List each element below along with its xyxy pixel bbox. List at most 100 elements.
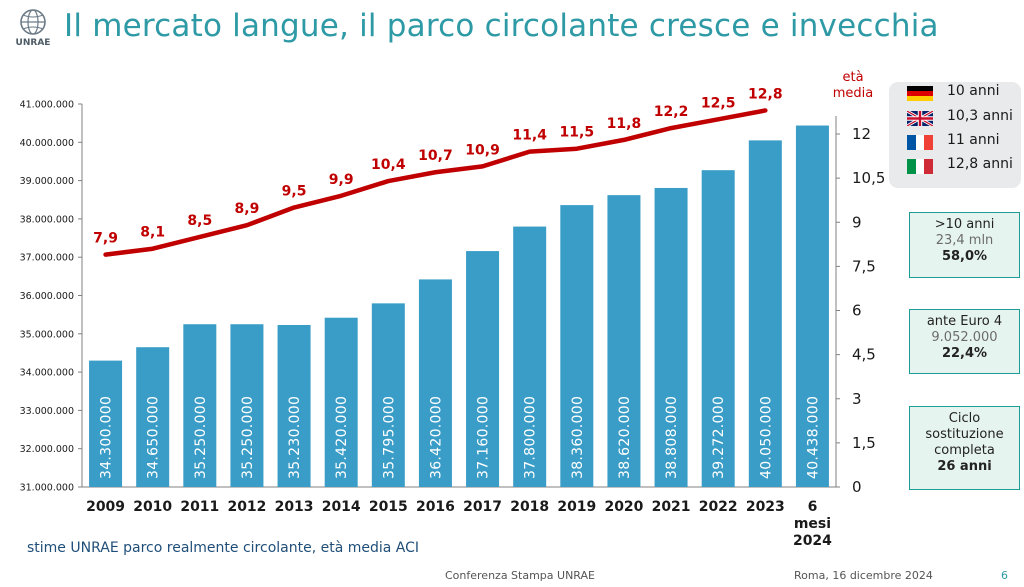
- bar-value-label: 38.620.000: [617, 396, 633, 479]
- age-data-label: 9,9: [329, 172, 354, 188]
- bar: [795, 125, 829, 487]
- age-data-label: 11,5: [560, 125, 595, 141]
- eta-label-line1: età: [842, 70, 864, 85]
- x-tick-label: 2018: [510, 499, 549, 515]
- x-tick-label: 2010: [133, 499, 172, 515]
- bar-value-label: 34.650.000: [146, 396, 162, 479]
- info-box-3-line1: Ciclo sostituzione completa: [925, 411, 1004, 458]
- italy-flag-icon: [907, 159, 933, 174]
- info-box-1-line2: 23,4 mln: [935, 233, 994, 248]
- x-tick-label: 2016: [416, 499, 455, 515]
- eta-label-line2: media: [832, 86, 874, 101]
- info-box-1-line3: 58,0%: [941, 249, 988, 264]
- bar-value-label: 35.420.000: [334, 396, 350, 479]
- x-tick-label: 2013: [275, 499, 314, 515]
- bar: [371, 303, 405, 487]
- right-tick-label: 3: [852, 390, 862, 408]
- uk-age: 10,3 anni: [947, 108, 1013, 124]
- right-tick-label: 12: [852, 125, 871, 143]
- left-tick-label: 33.000.000: [20, 406, 74, 417]
- germany-age: 10 anni: [947, 83, 1000, 99]
- left-tick-label: 40.000.000: [20, 138, 74, 149]
- left-tick-label: 37.000.000: [20, 253, 74, 264]
- bar: [654, 187, 688, 487]
- x-tick-label: 2011: [180, 499, 219, 515]
- x-tick-label: mesi: [794, 516, 831, 532]
- right-tick-label: 0: [852, 478, 862, 496]
- bar: [701, 170, 735, 487]
- left-tick-label: 41.000.000: [20, 100, 74, 111]
- bar: [418, 279, 452, 487]
- info-box-2-line2: 9.052.000: [931, 330, 998, 345]
- age-data-label: 8,9: [235, 201, 260, 217]
- svg-text:UNRAE: UNRAE: [16, 38, 51, 48]
- x-tick-label: 2015: [369, 499, 408, 515]
- age-data-label: 10,9: [465, 142, 500, 158]
- right-tick-label: 7,5: [852, 257, 876, 275]
- bar-value-label: 34.300.000: [99, 396, 115, 479]
- age-data-label: 11,8: [607, 116, 642, 132]
- age-line: [103, 108, 768, 257]
- x-tick-label: 2020: [604, 499, 643, 515]
- age-data-label: 7,9: [93, 231, 118, 247]
- footer-event: Conferenza Stampa UNRAE: [445, 569, 595, 582]
- bar-value-label: 35.250.000: [193, 396, 209, 479]
- right-tick-label: 10,5: [852, 169, 885, 187]
- x-tick-label: 2022: [699, 499, 738, 515]
- country-row-germany: 10 anni: [907, 83, 1021, 103]
- age-data-label: 11,4: [512, 128, 547, 144]
- right-tick-label: 4,5: [852, 346, 876, 364]
- page-number: 6: [1001, 569, 1008, 582]
- left-tick-label: 35.000.000: [20, 329, 74, 340]
- bar: [513, 226, 547, 487]
- bar: [324, 317, 358, 487]
- bar-value-label: 37.160.000: [476, 396, 492, 479]
- x-tick-label: 2021: [652, 499, 691, 515]
- bar: [136, 347, 170, 487]
- germany-flag-icon: [907, 86, 933, 101]
- bar-value-label: 40.438.000: [805, 396, 821, 479]
- slide-title: Il mercato langue, il parco circolante c…: [64, 8, 939, 44]
- uk-flag-icon: [907, 111, 933, 126]
- bar: [560, 205, 594, 487]
- left-tick-label: 36.000.000: [20, 291, 74, 302]
- footnote: stime UNRAE parco realmente circolante, …: [27, 540, 420, 556]
- france-flag-icon: [907, 135, 933, 150]
- bar-value-label: 35.230.000: [287, 396, 303, 479]
- bar: [607, 195, 641, 488]
- bar-value-label: 39.272.000: [711, 396, 727, 479]
- right-tick-label: 6: [852, 302, 862, 320]
- bar: [183, 324, 217, 487]
- x-tick-label: 2012: [227, 499, 266, 515]
- x-tick-label: 2024: [793, 533, 832, 549]
- italy-age: 12,8 anni: [947, 156, 1013, 172]
- unrae-logo: UNRAE: [16, 9, 51, 48]
- bar: [466, 251, 500, 487]
- bar-value-label: 38.808.000: [664, 396, 680, 479]
- france-age: 11 anni: [947, 132, 1000, 148]
- left-tick-label: 32.000.000: [20, 444, 74, 455]
- bar: [230, 324, 264, 487]
- country-row-italy: 12,8 anni: [907, 156, 1021, 176]
- country-row-uk: 10,3 anni: [907, 108, 1021, 128]
- age-data-label: 12,5: [701, 95, 736, 111]
- x-tick-label: 2014: [322, 499, 361, 515]
- info-box-replacement-cycle: Ciclo sostituzione completa 26 anni: [909, 406, 1020, 490]
- left-tick-label: 39.000.000: [20, 176, 74, 187]
- footer-date: Roma, 16 dicembre 2024: [794, 569, 933, 582]
- left-tick-label: 31.000.000: [20, 483, 74, 494]
- bar-value-label: 36.420.000: [428, 396, 444, 479]
- right-tick-label: 9: [852, 213, 862, 231]
- eta-media-label: età media: [827, 70, 879, 102]
- bar-value-label: 40.050.000: [758, 396, 774, 479]
- x-tick-label: 2023: [746, 499, 785, 515]
- info-box-pre-euro4: ante Euro 4 9.052.000 22,4%: [909, 309, 1020, 374]
- age-data-label: 12,2: [654, 104, 689, 120]
- bar-value-label: 35.250.000: [240, 396, 256, 479]
- bar-value-label: 38.360.000: [570, 396, 586, 479]
- left-tick-label: 38.000.000: [20, 214, 74, 225]
- x-tick-label: 2009: [86, 499, 125, 515]
- info-box-2-line3: 22,4%: [941, 346, 988, 361]
